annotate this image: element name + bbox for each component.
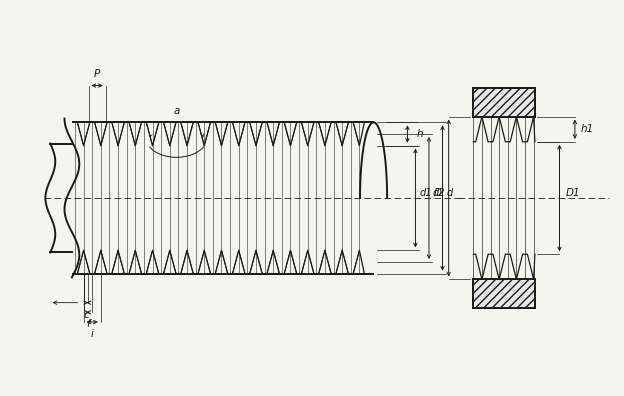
- Text: c: c: [83, 310, 89, 320]
- Text: i: i: [90, 329, 94, 339]
- Text: d1: d1: [419, 188, 432, 198]
- Text: f: f: [86, 319, 90, 329]
- Text: h1: h1: [581, 124, 594, 134]
- Text: P: P: [94, 69, 100, 78]
- Bar: [474, 280, 535, 308]
- Text: D1: D1: [565, 188, 580, 198]
- Text: a: a: [173, 106, 180, 116]
- Bar: [474, 88, 535, 116]
- Text: d2: d2: [432, 188, 445, 198]
- Text: h: h: [417, 129, 423, 139]
- Text: D: D: [433, 188, 441, 198]
- Text: d: d: [446, 188, 452, 198]
